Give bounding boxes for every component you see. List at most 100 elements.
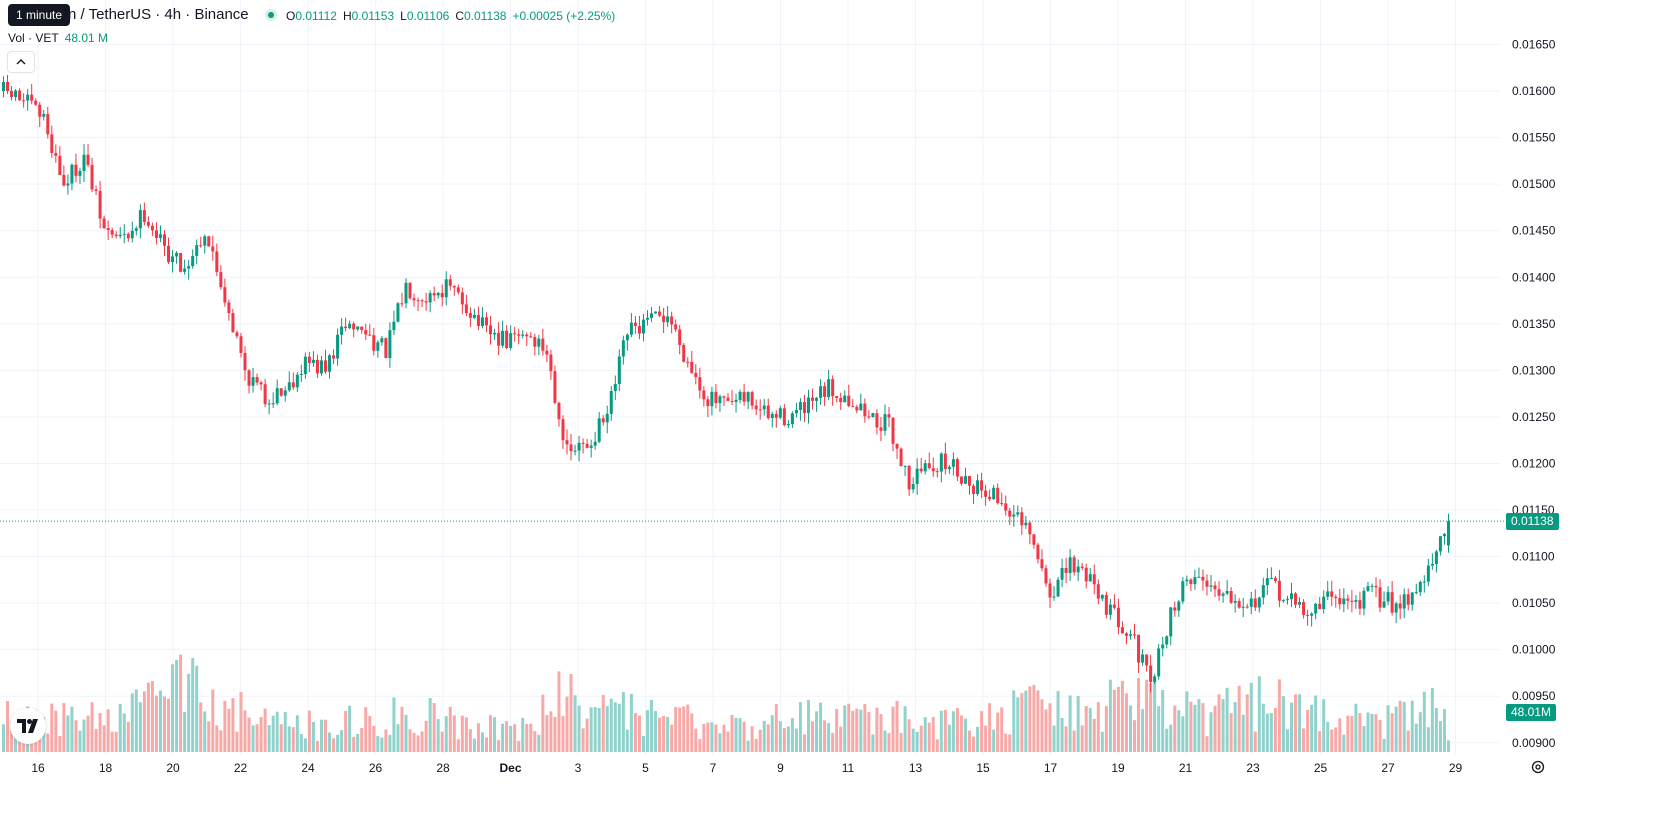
ohlc-low: L0.01106 <box>400 9 450 23</box>
volume-bar <box>714 724 718 752</box>
date-tick-label: 25 <box>1314 761 1328 775</box>
candle-body <box>10 90 14 97</box>
volume-bar <box>1362 726 1366 752</box>
gear-icon[interactable] <box>1528 757 1548 777</box>
candle-body <box>219 272 223 288</box>
candle-body <box>392 321 396 331</box>
candle-body <box>191 255 195 267</box>
date-tick-label: 19 <box>1111 761 1125 775</box>
date-tick-label: 22 <box>234 761 248 775</box>
candle-body <box>158 234 162 238</box>
candle-body <box>1092 574 1096 585</box>
candle-body <box>150 225 154 231</box>
candle-body <box>984 490 988 497</box>
candle-body <box>694 372 698 378</box>
volume-bar <box>199 702 203 752</box>
candle-body <box>702 390 706 400</box>
candle-body <box>1281 600 1285 602</box>
candle-body <box>267 403 271 405</box>
volume-bar <box>525 723 529 752</box>
volume-bar <box>585 718 589 752</box>
candle-body <box>38 104 42 117</box>
volume-bar <box>955 708 959 752</box>
volume-bar <box>1141 709 1145 752</box>
candle-body <box>360 326 364 331</box>
candle-body <box>1209 585 1213 587</box>
price-tick-label: 0.01050 <box>1512 596 1556 610</box>
volume-bar <box>702 724 706 752</box>
volume-bar <box>1124 693 1128 752</box>
candle-body <box>1442 533 1446 537</box>
volume-bar <box>1004 733 1008 752</box>
volume-bar <box>126 721 130 752</box>
candle-body <box>621 340 625 357</box>
candle-body <box>2 81 5 92</box>
volume-bar <box>561 716 565 752</box>
volume-bar <box>1173 705 1177 752</box>
candle-body <box>698 377 702 391</box>
candle-body <box>1173 607 1177 611</box>
volume-bar <box>187 673 191 752</box>
volume-bar <box>420 731 424 752</box>
volume-bar <box>1438 720 1442 752</box>
candle-body <box>1120 627 1124 634</box>
volume-bar <box>114 731 118 752</box>
candle-body <box>1145 654 1149 666</box>
volume-bar <box>774 704 778 752</box>
candle-body <box>1201 576 1205 581</box>
candle-body <box>963 476 967 484</box>
collapse-legend-button[interactable] <box>7 51 35 73</box>
tradingview-logo-icon[interactable] <box>10 708 46 744</box>
candle-body <box>827 379 831 398</box>
volume-bar <box>348 705 352 752</box>
volume-bar <box>356 733 360 752</box>
volume-bar <box>505 721 509 752</box>
candle-body <box>295 374 299 388</box>
volume-bar <box>150 680 154 752</box>
candle-body <box>1048 583 1052 598</box>
volume-bar <box>1406 730 1410 752</box>
candle-body <box>931 468 935 472</box>
volume-bar <box>1298 694 1302 752</box>
volume-bar <box>1318 731 1322 752</box>
volume-bar <box>1169 724 1173 752</box>
candle-body <box>1314 603 1318 614</box>
candle-body <box>714 391 718 404</box>
symbol-title[interactable]: n / TetherUS · 4h · Binance <box>68 6 249 23</box>
time-axis[interactable]: 16 18 20 22 24 26 28 Dec 3 5 7 9 11 13 15 17 19 21 23 25 27 2… <box>31 761 1462 775</box>
candle-body <box>581 442 585 444</box>
candle-body <box>368 334 372 336</box>
volume-bar <box>287 726 291 752</box>
volume-bar <box>762 720 766 752</box>
candle-body <box>778 408 782 418</box>
candle-body <box>207 236 211 247</box>
candle-body <box>903 465 907 467</box>
volume-bar <box>935 739 939 752</box>
volume-bar <box>1366 712 1370 752</box>
volume-bar <box>581 728 585 752</box>
volume-bar <box>1133 720 1137 752</box>
candle-body <box>404 282 408 304</box>
price-tick-label: 0.01650 <box>1512 38 1556 52</box>
volume-bar <box>1145 679 1149 752</box>
market-status-icon[interactable] <box>265 9 277 21</box>
volume-bar <box>1342 734 1346 752</box>
volume-bar <box>134 689 138 752</box>
candle-body <box>758 409 762 411</box>
volume-bar <box>311 721 315 752</box>
volume-bar <box>319 719 323 752</box>
volume-bar <box>412 732 416 752</box>
volume-bar <box>1422 691 1426 752</box>
volume-bar <box>569 674 573 752</box>
candle-body <box>774 413 778 418</box>
candle-body <box>525 334 529 337</box>
price-axis[interactable]: 0.01650 0.01600 0.01550 0.01500 0.01450 0.014… <box>1512 38 1556 750</box>
candle-body <box>883 414 887 431</box>
volume-bar <box>283 711 287 752</box>
date-tick-label: Dec <box>499 761 521 775</box>
volume-bar <box>396 724 400 752</box>
candle-body <box>939 453 943 472</box>
candle-body <box>1418 581 1422 593</box>
volume-bar <box>597 707 601 752</box>
